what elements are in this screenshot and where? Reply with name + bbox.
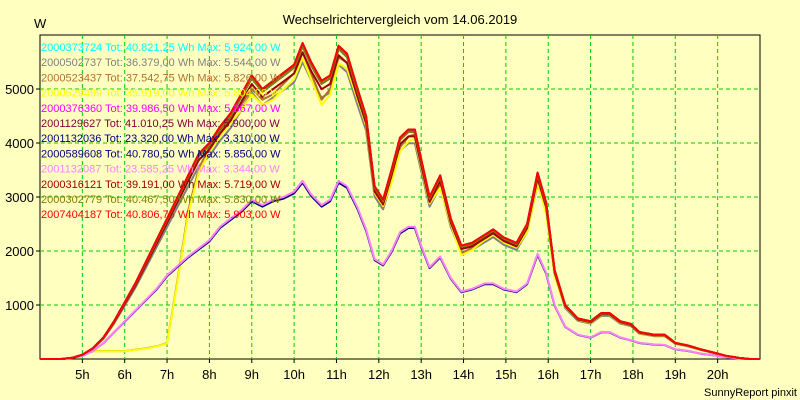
x-tick-label-7: 12h (368, 367, 390, 382)
y-tick-label-1: 2000 (5, 244, 34, 259)
series-line-2001132087 (40, 179, 760, 360)
x-tick-label-4: 9h (245, 367, 259, 382)
x-axis: 5h 6h 7h 8h 9h 10h 11h 12h 13h 14h 15h 16h 17h 18h 19h… (75, 359, 728, 382)
y-tick-label-3: 4000 (5, 136, 34, 151)
series-line-2007404187 (40, 42, 760, 360)
x-tick-label-14: 19h (664, 367, 686, 382)
legend-entry-2001132087: 2001132087 Tot: 23.585,25 Wh Max: 3.344,… (41, 164, 280, 176)
x-tick-label-0: 5h (75, 367, 89, 382)
legend-entry-2000529499: 2000529499 Tot: 35.919,00 Wh Max: 5.804,… (41, 88, 281, 100)
y-tick-label-2: 3000 (5, 190, 34, 205)
legend-entry-2007404187: 2007404187 Tot: 40.806,75 Wh Max: 5.903,… (41, 209, 281, 221)
y-axis: 1000 2000 3000 4000 5000 (5, 82, 40, 313)
legend-entry-2001132036: 2001132036 Tot: 23.320,00 Wh Max: 3.310,… (41, 133, 280, 145)
y-axis-unit-label: W (34, 16, 47, 31)
credit-label: SunnyReport pinxit (704, 387, 797, 399)
y-tick-label-0: 1000 (5, 298, 34, 313)
x-tick-label-5: 10h (283, 367, 305, 382)
x-tick-label-3: 8h (202, 367, 216, 382)
series-lines (40, 42, 760, 360)
x-tick-label-12: 17h (580, 367, 602, 382)
x-tick-label-11: 16h (537, 367, 559, 382)
chart-title: Wechselrichtervergleich vom 14.06.2019 (283, 12, 518, 27)
x-tick-label-10: 15h (495, 367, 517, 382)
legend-entry-2000302779: 2000302779 Tot: 40.467,50 Wh Max: 5.830,… (41, 194, 281, 206)
x-tick-label-2: 7h (160, 367, 174, 382)
x-tick-label-1: 6h (117, 367, 131, 382)
legend-entry-2000373724: 2000373724 Tot: 40.821,25 Wh Max: 5.924,… (41, 42, 281, 54)
legend-entry-2000502737: 2000502737 Tot: 36.379,00 Wh Max: 5.544,… (41, 57, 281, 69)
grid (40, 35, 760, 359)
legend: 2000373724 Tot: 40.821,25 Wh Max: 5.924,… (41, 42, 281, 221)
legend-entry-2000316121: 2000316121 Tot: 39.191,00 Wh Max: 5.719,… (41, 179, 281, 191)
x-tick-label-6: 11h (326, 367, 347, 382)
x-tick-label-13: 18h (622, 367, 644, 382)
legend-entry-2000589608: 2000589608 Tot: 40.780,50 Wh Max: 5.850,… (41, 148, 281, 160)
legend-entry-2001129627: 2001129627 Tot: 41.010,25 Wh Max: 5.900,… (41, 118, 280, 130)
legend-entry-2000376360: 2000376360 Tot: 39.986,50 Wh Max: 5.867,… (41, 103, 281, 115)
legend-entry-2000523437: 2000523437 Tot: 37.542,75 Wh Max: 5.826,… (41, 72, 281, 84)
x-tick-label-8: 13h (410, 367, 432, 382)
y-tick-label-4: 5000 (5, 82, 34, 97)
x-tick-label-15: 20h (707, 367, 729, 382)
x-tick-label-9: 14h (453, 367, 475, 382)
